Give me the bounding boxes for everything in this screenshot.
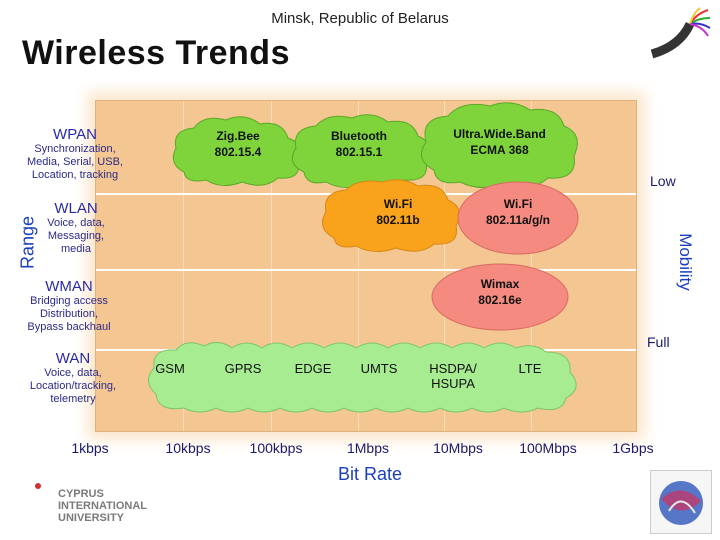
category-desc: Location, tracking [31,169,119,181]
category-desc: Bypass backhaul [27,321,111,333]
gsm-label: GSM [155,361,185,376]
category-desc: Voice, data, [44,367,102,379]
x-axis-label: Bit Rate [337,464,403,484]
category-title: WLAN [54,200,98,217]
category-desc: Voice, data, [47,217,105,229]
y-axis-label: Range [17,215,38,270]
gprs-label: GPRS [224,361,262,376]
umts-label: UMTS [360,361,398,376]
hsdpa-label: HSDPA/HSUPA [429,361,477,391]
university-name: CYPRUS INTERNATIONAL UNIVERSITY [58,488,148,524]
category-wman: WMAN Bridging access Distribution, Bypas… [14,278,124,334]
wimax-label: Wimax 802.16e [478,277,522,307]
category-desc: Synchronization, [34,143,116,155]
university-logo: CYPRUS INTERNATIONAL UNIVERSITY [8,474,168,530]
gridline [358,101,359,431]
x-tick: 10kbps [165,440,211,456]
x-tick: 10Mbps [433,440,483,456]
edge-label: EDGE [294,361,332,376]
band-separator [96,269,636,271]
category-desc: Location/tracking, [29,380,117,392]
category-wpan: WPAN Synchronization, Media, Serial, USB… [10,126,140,182]
category-desc: Messaging, [47,230,105,242]
wifi-b-label: Wi.Fi 802.11b [376,197,420,227]
gridline [271,101,272,431]
x-tick: 1kbps [71,440,109,456]
slide-title: Wireless Trends [22,34,290,72]
category-wlan: WLAN Voice, data, Messaging, media [26,200,126,256]
wifi-b-cloud [321,179,461,252]
fiber-cable-icon [650,7,711,59]
category-desc: Bridging access [30,295,108,307]
zigbee-label: Zig.Bee 802.15.4 [214,129,262,159]
x-tick: 100kbps [249,440,303,456]
mobility-low-label: Low [650,173,676,189]
wifi-agn-cloud [457,181,579,255]
x-tick: 1Mbps [346,440,390,456]
gridline [531,101,532,431]
mobility-axis-label: Mobility [676,233,695,291]
university-emblem-icon [9,478,41,520]
lte-label: LTE [518,361,542,376]
wimax-cloud [431,263,569,331]
bluetooth-label: Bluetooth 802.15.1 [331,129,387,159]
category-title: WPAN [53,126,97,143]
globe-graphic-icon [659,481,703,525]
zigbee-cloud [172,116,301,186]
x-tick: 1Gbps [612,440,654,456]
mobility-full-label: Full [647,334,670,350]
gridline [444,101,445,431]
category-desc: Distribution, [39,308,99,320]
category-title: WAN [55,350,91,367]
x-tick: 100Mbps [519,440,577,456]
location-subtitle: Minsk, Republic of Belarus [271,10,449,27]
uwb-label: Ultra.Wide.Band ECMA 368 [453,127,546,157]
category-wan: WAN Voice, data, Location/tracking, tele… [18,350,128,406]
gridline [183,101,184,431]
wifi-agn-label: Wi.Fi 802.11a/g/n [485,197,551,227]
decorative-image [650,470,712,534]
category-desc: media [61,243,91,255]
category-desc: telemetry [50,393,96,405]
category-desc: Media, Serial, USB, [27,156,123,168]
category-title: WMAN [45,278,93,295]
wan-cellular-cloud [148,342,577,413]
